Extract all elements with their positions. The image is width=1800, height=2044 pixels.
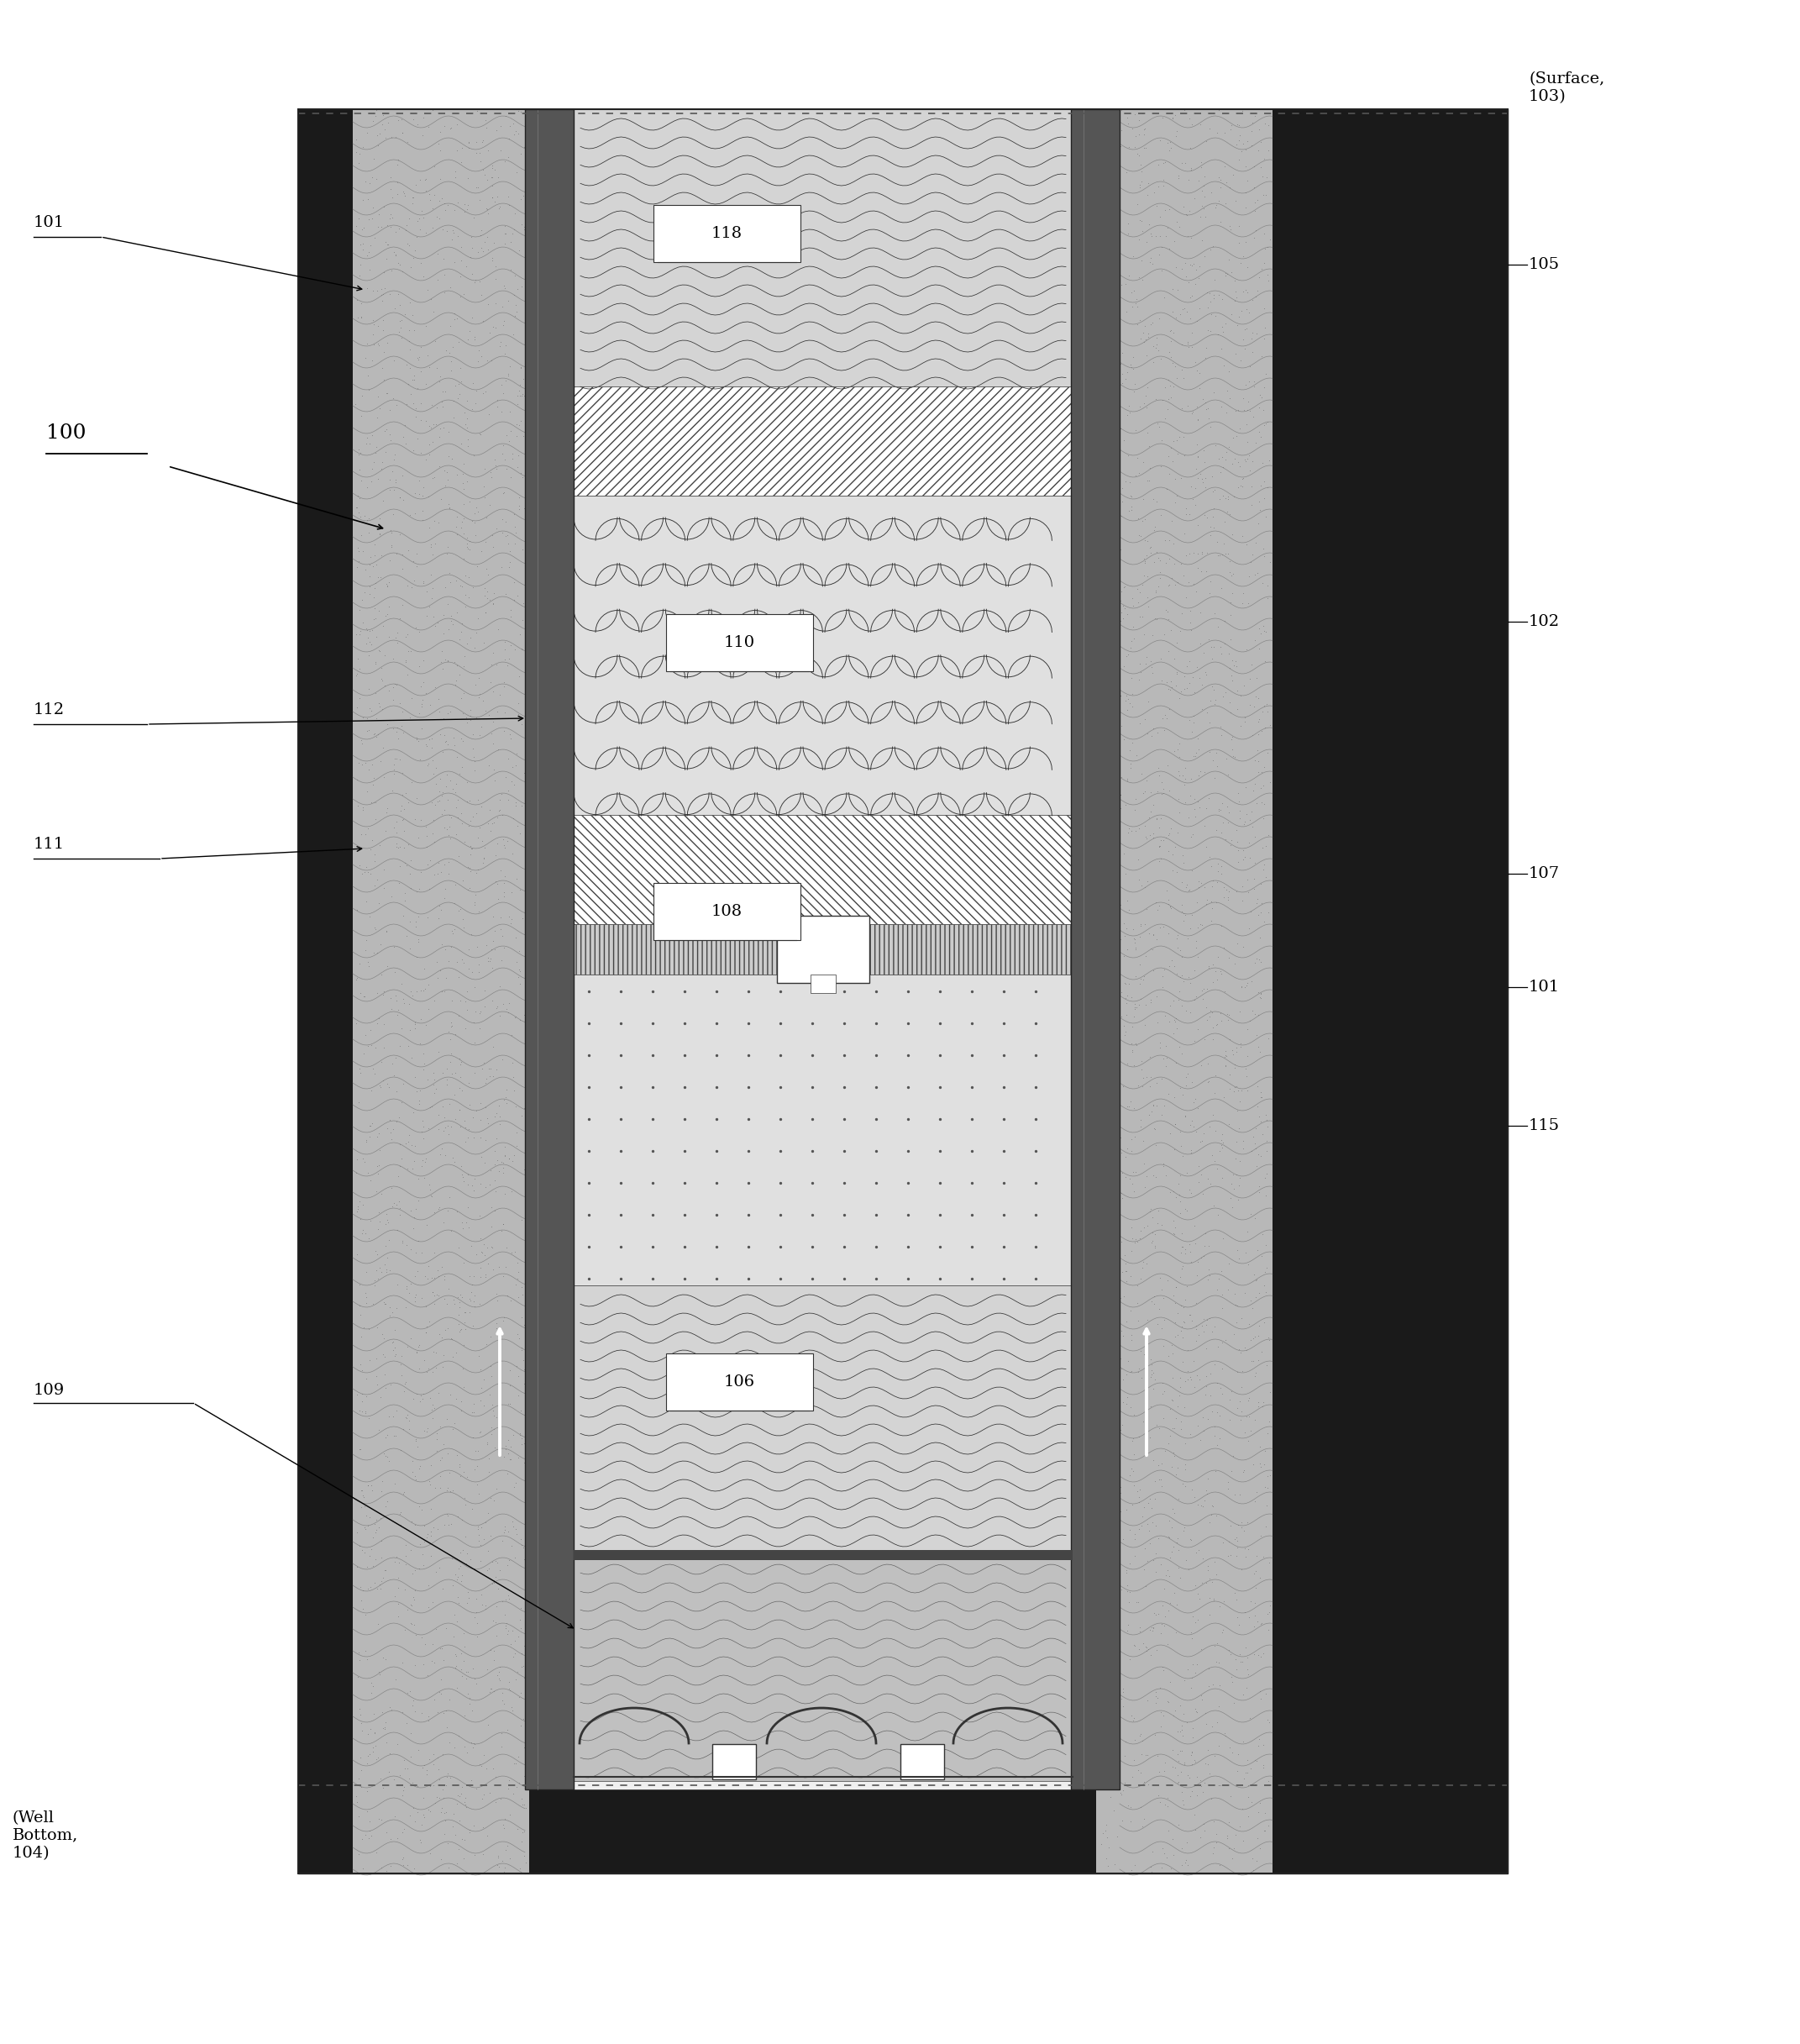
Bar — [574, 495, 1073, 816]
Text: (Well
Bottom,
104): (Well Bottom, 104) — [13, 1811, 79, 1860]
Text: 108: 108 — [711, 903, 742, 920]
Bar — [574, 1286, 1073, 1553]
Bar — [574, 1553, 1073, 1780]
Text: 112: 112 — [34, 703, 65, 717]
Bar — [574, 1549, 1073, 1560]
Text: 118: 118 — [711, 227, 742, 241]
Text: 107: 107 — [1528, 867, 1561, 881]
Bar — [653, 204, 799, 262]
Text: 110: 110 — [724, 636, 754, 650]
Text: 101: 101 — [1528, 979, 1561, 995]
Bar — [810, 975, 835, 993]
Bar — [713, 1744, 756, 1780]
Text: 115: 115 — [1528, 1118, 1561, 1132]
Text: 106: 106 — [724, 1374, 754, 1390]
Text: (Surface,
103): (Surface, 103) — [1528, 72, 1604, 104]
Text: 111: 111 — [34, 836, 65, 852]
Text: 101: 101 — [34, 215, 65, 231]
Bar — [666, 613, 812, 670]
Bar — [526, 108, 574, 1788]
Bar — [299, 108, 1508, 1874]
Bar — [574, 386, 1073, 495]
Bar — [900, 1744, 943, 1780]
Bar — [778, 916, 869, 983]
Bar — [666, 1353, 812, 1410]
Bar — [574, 108, 1073, 386]
Bar — [1096, 108, 1273, 1874]
Bar — [299, 108, 1508, 1874]
Text: 105: 105 — [1528, 258, 1561, 272]
Bar — [574, 975, 1073, 1286]
Text: 102: 102 — [1528, 613, 1561, 630]
Text: 109: 109 — [34, 1384, 65, 1398]
Text: 100: 100 — [47, 423, 86, 442]
Bar — [653, 883, 799, 940]
Bar — [353, 108, 529, 1874]
Bar — [1071, 108, 1120, 1788]
Bar — [574, 816, 1073, 924]
Bar — [574, 108, 1073, 1788]
Bar — [574, 924, 1073, 975]
